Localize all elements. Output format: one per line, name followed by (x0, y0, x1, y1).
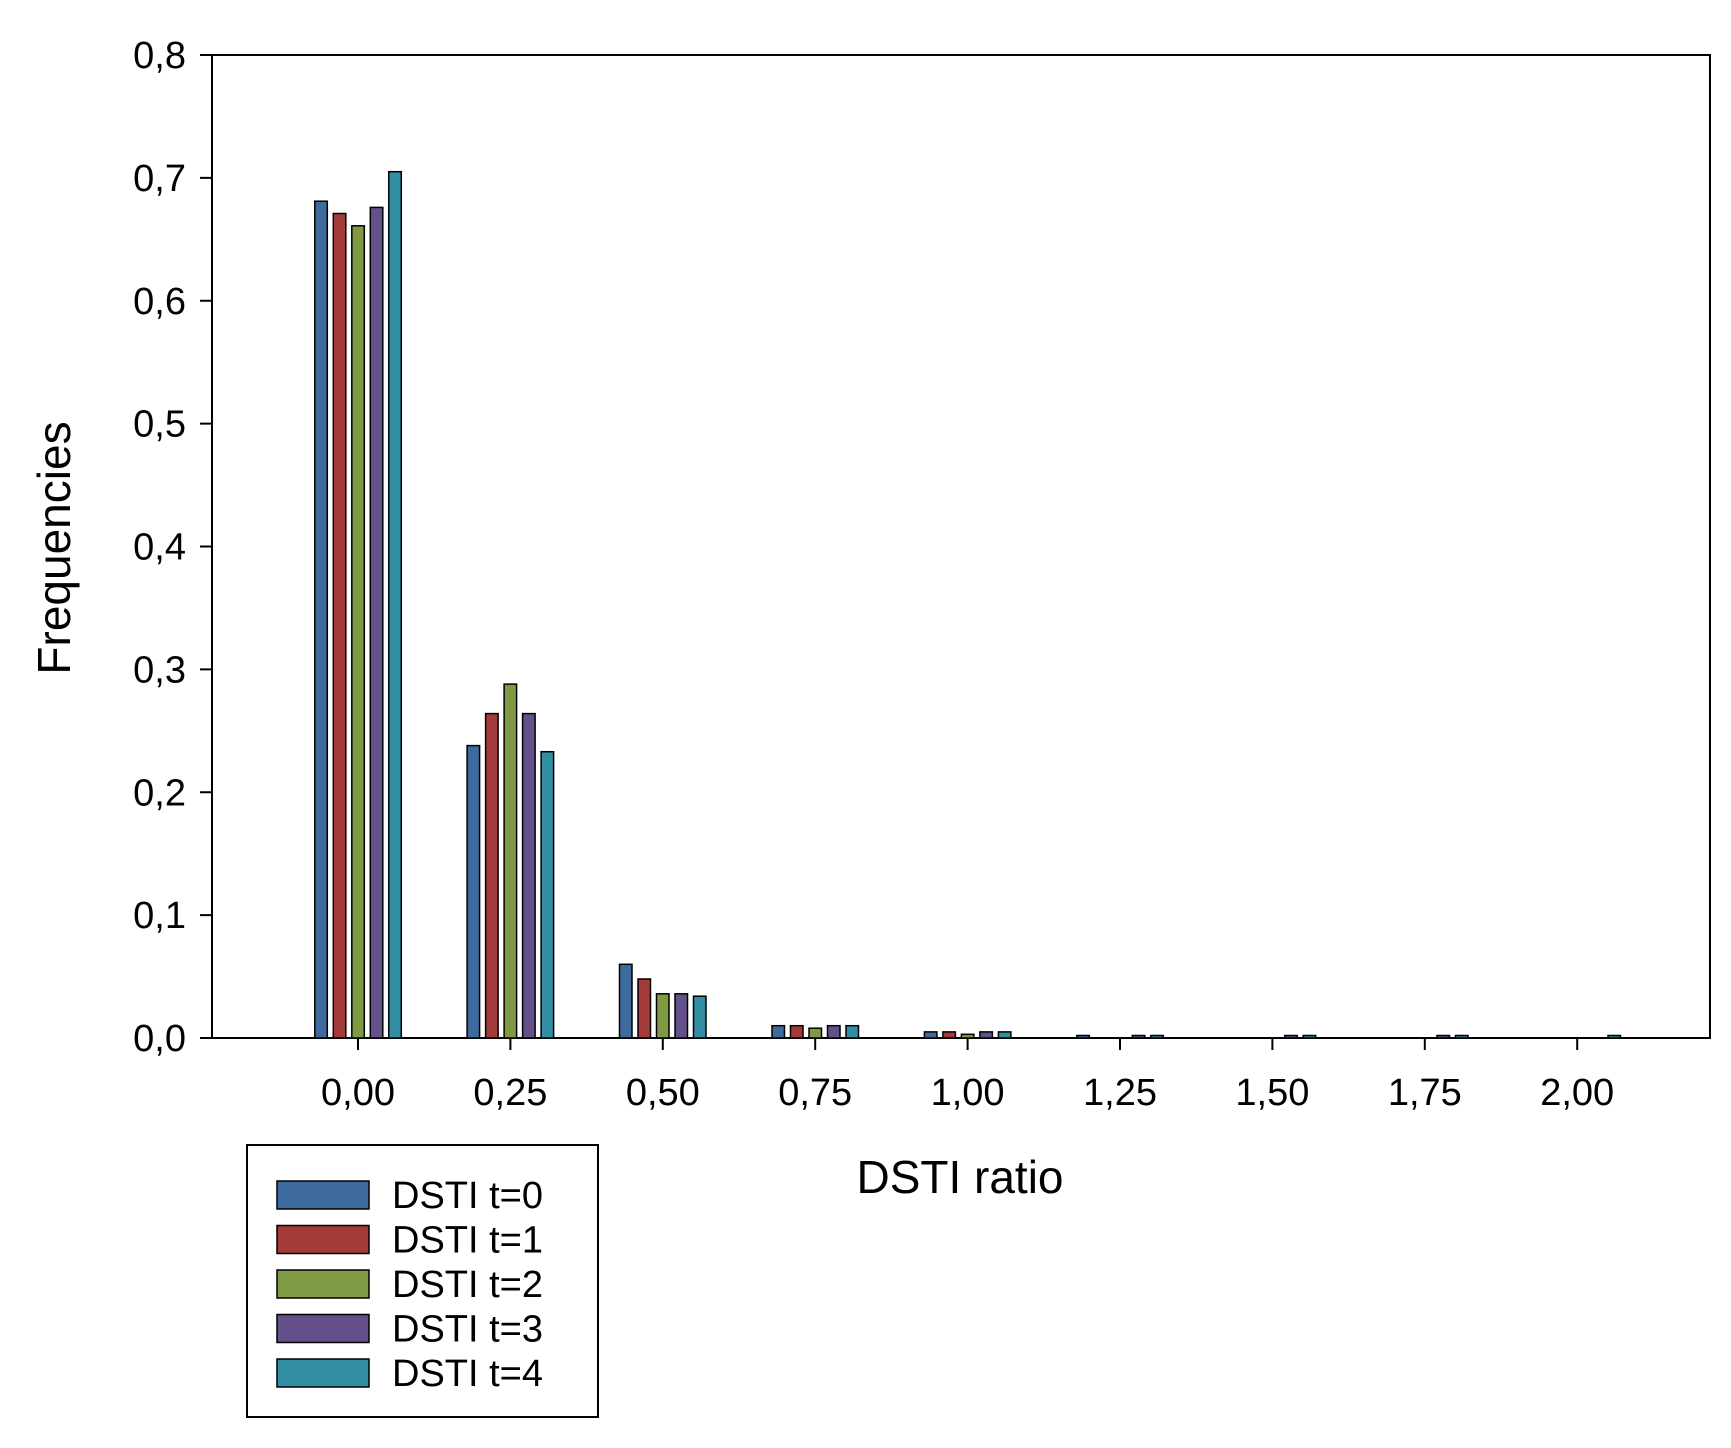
y-tick-label: 0,2 (133, 772, 186, 814)
bar-t1-3 (789, 1024, 804, 1039)
legend-swatch-t0 (276, 1180, 370, 1210)
bar-t0-4 (923, 1031, 938, 1039)
x-tick-label: 0,00 (321, 1072, 395, 1114)
y-tick-label: 0,3 (133, 649, 186, 691)
legend-label-t1: DSTI t=1 (392, 1220, 543, 1262)
legend-swatch-t2 (276, 1269, 370, 1299)
x-axis: 0,00 0,25 0,50 0,75 1,00 1,25 1,50 1,75 2,00 (321, 1038, 1614, 1114)
bar-t2-3 (808, 1027, 823, 1039)
bar-t4-1 (540, 750, 555, 1039)
bar-t0-5 (1076, 1034, 1091, 1039)
x-tick-label: 0,75 (778, 1072, 852, 1114)
legend-label-t0: DSTI t=0 (392, 1175, 543, 1217)
legend-label-t3: DSTI t=3 (392, 1309, 543, 1351)
legend-swatch-t4 (276, 1358, 370, 1388)
bar-t2-4 (960, 1033, 975, 1039)
x-tick-label: 1,75 (1388, 1072, 1462, 1114)
bar-t3-0 (369, 206, 384, 1039)
bar-t3-3 (826, 1024, 841, 1039)
bar-t1-1 (484, 712, 499, 1039)
bar-t3-5 (1131, 1034, 1146, 1039)
bar-t2-2 (655, 993, 670, 1039)
bar-t2-1 (503, 683, 518, 1039)
x-tick-label: 1,50 (1235, 1072, 1309, 1114)
bar-t4-7 (1454, 1034, 1469, 1039)
bar-t2-0 (351, 225, 366, 1039)
bar-t0-3 (771, 1024, 786, 1039)
x-tick-label: 2,00 (1540, 1072, 1614, 1114)
bar-t3-1 (521, 712, 536, 1039)
bar-t1-0 (332, 212, 347, 1039)
y-tick-label: 0,4 (133, 527, 186, 569)
bar-t0-1 (466, 744, 481, 1039)
x-tick-label: 1,25 (1083, 1072, 1157, 1114)
legend-swatch-t3 (276, 1313, 370, 1344)
y-tick-label: 0,0 (133, 1018, 186, 1060)
bar-t1-4 (942, 1031, 957, 1039)
legend-swatch-t1 (276, 1224, 370, 1255)
bar-t4-2 (692, 995, 707, 1039)
bar-t3-6 (1283, 1034, 1298, 1039)
bar-t4-5 (1150, 1034, 1165, 1039)
bars-layer (314, 170, 1622, 1039)
y-axis: 0,0 0,1 0,2 0,3 0,4 0,5 0,6 0,7 0,8 (133, 35, 212, 1060)
y-axis-title: Frequencies (28, 421, 80, 674)
plot-frame (211, 54, 1711, 1039)
x-tick-label: 0,50 (626, 1072, 700, 1114)
bar-t4-4 (997, 1031, 1012, 1039)
bar-t4-0 (388, 170, 403, 1039)
bar-t3-2 (674, 993, 689, 1039)
y-tick-label: 0,8 (133, 35, 186, 77)
bar-t3-7 (1436, 1034, 1451, 1039)
y-tick-label: 0,1 (133, 895, 186, 937)
bar-t4-6 (1302, 1034, 1317, 1039)
bar-t4-8 (1607, 1034, 1622, 1039)
bar-t3-4 (979, 1031, 994, 1039)
y-tick-label: 0,6 (133, 281, 186, 323)
x-axis-title: DSTI ratio (856, 1151, 1063, 1203)
legend-label-t2: DSTI t=2 (392, 1264, 543, 1306)
bar-t4-3 (845, 1024, 860, 1039)
y-tick-label: 0,5 (133, 404, 186, 446)
bar-t1-2 (637, 978, 652, 1039)
legend-label-t4: DSTI t=4 (392, 1353, 543, 1395)
x-tick-label: 0,25 (473, 1072, 547, 1114)
bar-t0-2 (618, 963, 633, 1039)
bar-t0-0 (314, 200, 329, 1039)
x-tick-label: 1,00 (931, 1072, 1005, 1114)
y-tick-label: 0,7 (133, 158, 186, 200)
